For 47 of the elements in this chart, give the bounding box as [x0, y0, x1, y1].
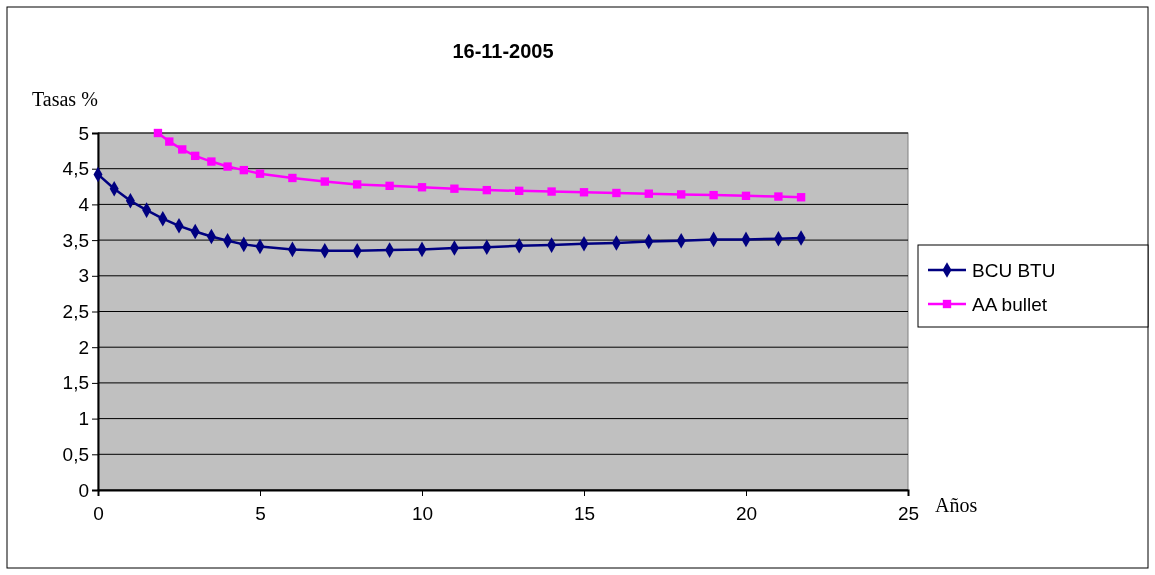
point [178, 145, 187, 154]
point [239, 165, 248, 175]
point [165, 137, 174, 146]
x-tick-label: 25 [897, 502, 920, 524]
point [709, 190, 718, 200]
point [417, 183, 427, 192]
point [677, 190, 686, 199]
point [320, 177, 329, 186]
point [450, 184, 459, 193]
y-tick-label: 3 [78, 265, 89, 287]
point [191, 151, 200, 161]
point [741, 191, 751, 201]
y-tick-label: 4,5 [62, 158, 89, 180]
point [223, 162, 232, 171]
point [385, 181, 394, 191]
x-tick-label: 10 [411, 502, 434, 524]
x-tick-label: 5 [255, 502, 266, 524]
point [547, 187, 556, 196]
y-tick-label: 0,5 [62, 443, 89, 465]
point [288, 173, 297, 183]
point [796, 193, 806, 202]
x-tick-label: 0 [93, 502, 104, 524]
y-tick-label: 2,5 [62, 301, 89, 323]
point [153, 128, 163, 138]
y-tick-label: 4 [78, 193, 90, 215]
x-tick-label: 20 [735, 502, 758, 524]
chart-title: 16-11-2005 [452, 40, 554, 62]
legend-label: AA bullet [972, 294, 1048, 315]
y-tick-label: 5 [78, 122, 89, 144]
y-tick-label: 2 [78, 336, 89, 358]
point [612, 188, 621, 198]
point [774, 192, 783, 201]
point [515, 186, 524, 196]
point [579, 188, 589, 197]
y-tick-label: 3,5 [62, 229, 89, 251]
y-tick-label: 1 [78, 408, 89, 430]
x-axis-title: Años [935, 494, 978, 516]
point [482, 185, 491, 195]
point [207, 157, 216, 166]
x-tick-label: 15 [573, 502, 596, 524]
legend-label: BCU BTU [972, 260, 1056, 281]
point [353, 180, 362, 189]
point [644, 189, 653, 198]
y-tick-label: 1,5 [62, 372, 89, 394]
point [255, 169, 265, 178]
y-tick-label: 0 [78, 479, 89, 501]
y-axis-title: Tasas % [32, 88, 98, 110]
